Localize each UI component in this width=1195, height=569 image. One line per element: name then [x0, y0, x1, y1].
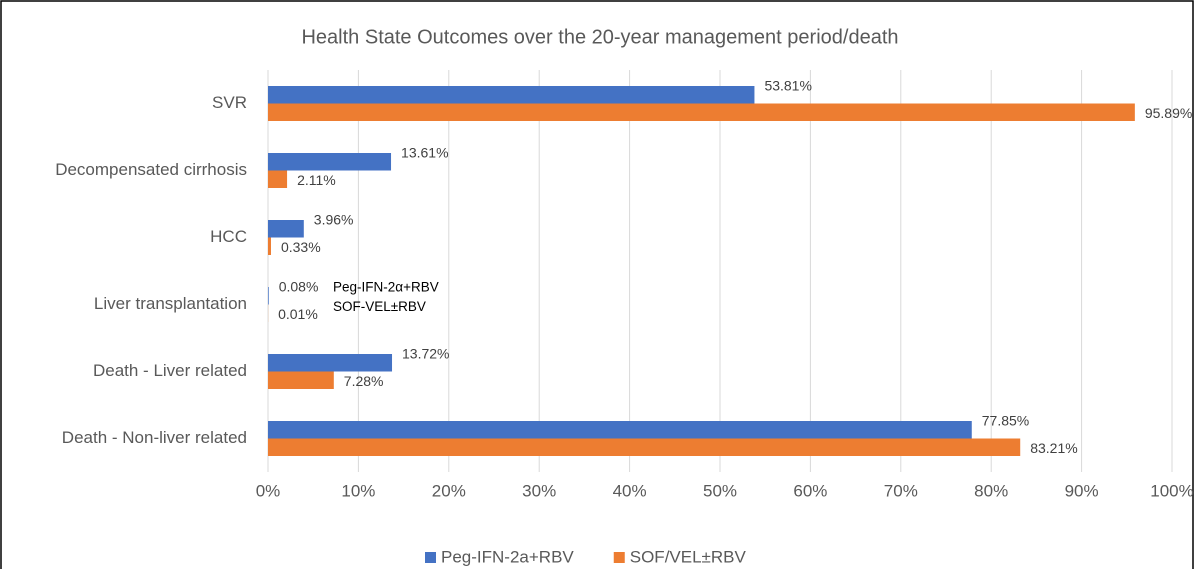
legend-label: SOF/VEL±RBV	[630, 547, 747, 566]
data-label: 7.28%	[344, 373, 384, 389]
x-tick-label: 90%	[1065, 481, 1099, 500]
x-tick-label: 100%	[1150, 481, 1193, 500]
data-label: 53.81%	[764, 77, 811, 93]
bar	[268, 287, 269, 305]
bar	[268, 371, 334, 389]
y-tick-label: Liver transplantation	[94, 294, 247, 313]
annotation: Peg-IFN-2α+RBV	[333, 279, 439, 294]
bar	[268, 354, 393, 372]
bar	[268, 421, 972, 439]
legend-label: Peg-IFN-2a+RBV	[441, 547, 574, 566]
bar	[268, 438, 1021, 456]
data-label: 3.96%	[314, 211, 354, 227]
data-label: 0.33%	[281, 239, 321, 255]
data-label: 95.89%	[1145, 105, 1192, 121]
annotation: SOF-VEL±RBV	[333, 299, 426, 314]
x-tick-label: 20%	[432, 481, 466, 500]
data-label: 0.08%	[279, 278, 319, 294]
data-label: 2.11%	[297, 172, 336, 188]
y-tick-label: SVR	[212, 93, 247, 112]
x-tick-label: 60%	[793, 481, 827, 500]
bar	[268, 153, 392, 171]
x-tick-label: 80%	[974, 481, 1008, 500]
x-tick-label: 70%	[884, 481, 918, 500]
y-tick-label: Decompensated cirrhosis	[55, 160, 247, 179]
data-label: 0.01%	[278, 306, 318, 322]
y-tick-label: Death - Liver related	[93, 361, 247, 380]
y-tick-label: Death - Non-liver related	[62, 428, 247, 447]
y-tick-label: HCC	[210, 227, 247, 246]
data-label: 13.61%	[401, 144, 448, 160]
x-tick-label: 0%	[256, 481, 281, 500]
data-label: 83.21%	[1030, 440, 1077, 456]
legend-swatch	[613, 552, 625, 563]
x-tick-label: 40%	[613, 481, 647, 500]
bar	[268, 103, 1135, 121]
x-tick-label: 30%	[522, 481, 556, 500]
bar	[268, 220, 304, 238]
x-tick-label: 50%	[703, 481, 737, 500]
data-label: 77.85%	[982, 412, 1029, 428]
bar	[268, 170, 288, 188]
legend-swatch	[425, 552, 436, 563]
chart-title: Health State Outcomes over the 20-year m…	[301, 26, 898, 48]
x-tick-label: 10%	[341, 481, 375, 500]
bar	[268, 237, 271, 255]
bar	[268, 86, 755, 104]
data-label: 13.72%	[402, 345, 449, 361]
